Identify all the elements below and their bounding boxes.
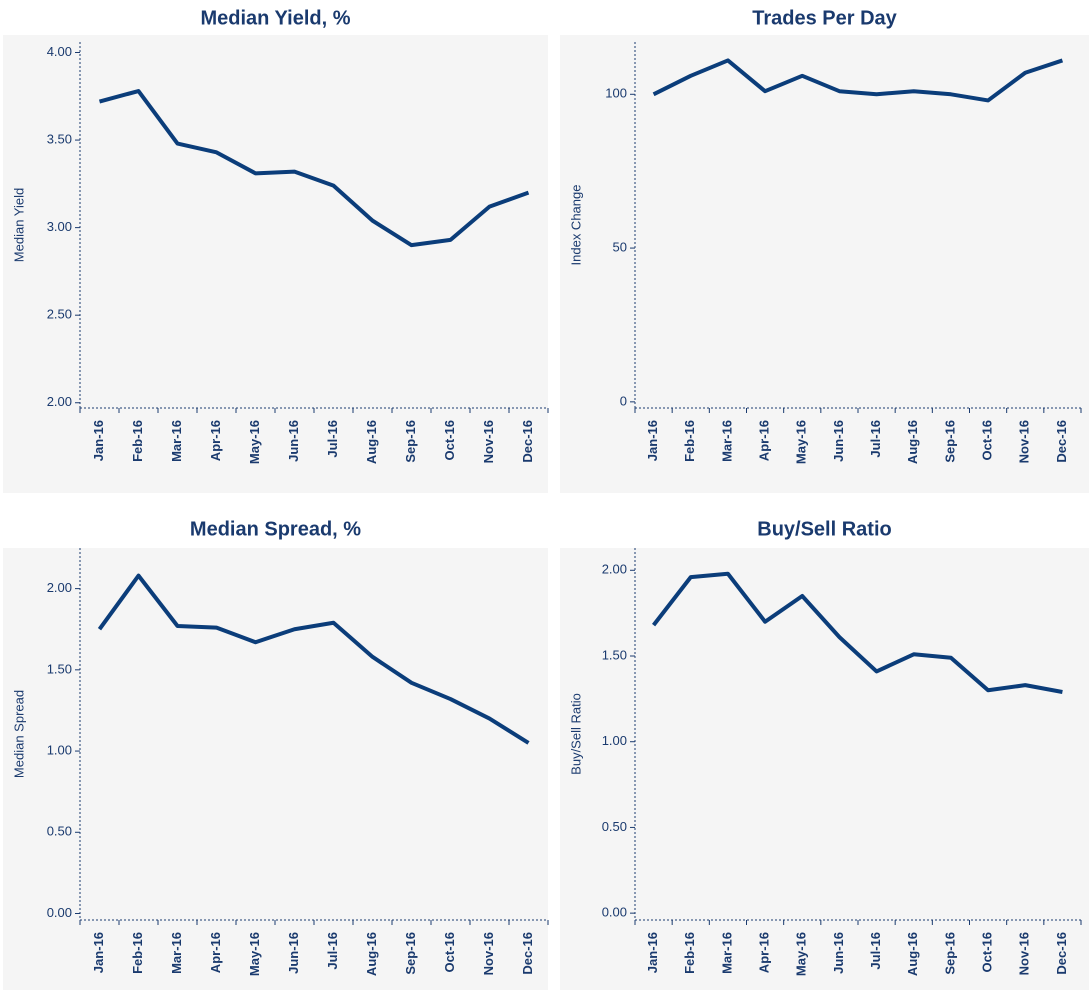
- y-tick-label: 0.50: [47, 824, 72, 839]
- y-tick-label: 1.50: [602, 647, 627, 662]
- x-tick-label: Apr-16: [208, 932, 223, 973]
- x-tick-label: Jan-16: [91, 420, 106, 461]
- y-tick-label: 0: [620, 393, 627, 408]
- chart-panel: Trades Per Day Index Change 0 50 100 Jan-16 Fe…: [560, 7, 1089, 493]
- x-tick-label: Oct-16: [980, 932, 995, 972]
- x-tick-label: Jun-16: [831, 420, 846, 462]
- x-tick-label: Apr-16: [208, 420, 223, 461]
- x-tick-label: Jul-16: [868, 932, 883, 970]
- chart-title: Median Spread, %: [190, 518, 361, 540]
- x-tick-label: Aug-16: [905, 420, 920, 464]
- x-tick-label: Aug-16: [364, 932, 379, 976]
- chart-panel: Median Yield, % Median Yield 2.00 2.50 3.00 3…: [3, 7, 549, 493]
- x-tick-label: Feb-16: [682, 420, 697, 462]
- y-tick-label: 2.00: [602, 562, 627, 577]
- x-tick-label: Mar-16: [169, 932, 184, 974]
- panel-background: [560, 35, 1089, 493]
- y-tick-label: 0.00: [47, 905, 72, 920]
- x-tick-label: Oct-16: [442, 932, 457, 972]
- x-tick-label: Nov-16: [481, 932, 496, 975]
- x-tick-label: Oct-16: [980, 420, 995, 460]
- y-axis-label: Buy/Sell Ratio: [568, 693, 583, 775]
- x-tick-label: Jan-16: [645, 420, 660, 461]
- chart-title: Trades Per Day: [752, 7, 897, 29]
- data-line: [97, 573, 530, 745]
- chart-title: Median Yield, %: [200, 7, 350, 29]
- x-tick-label: Dec-16: [520, 932, 535, 975]
- x-tick-label: Jan-16: [91, 932, 106, 973]
- chart-title: Buy/Sell Ratio: [757, 518, 891, 540]
- x-tick-label: Sep-16: [403, 932, 418, 975]
- x-tick-label: Feb-16: [130, 420, 145, 462]
- y-tick-label: 2.50: [47, 307, 72, 322]
- y-tick-label: 1.00: [602, 733, 627, 748]
- x-tick-label: Dec-16: [1054, 932, 1069, 975]
- x-tick-label: Feb-16: [130, 932, 145, 974]
- panel-background: [560, 548, 1089, 990]
- y-tick-label: 2.00: [47, 394, 72, 409]
- panel-background: [3, 35, 548, 493]
- data-line: [98, 89, 530, 248]
- chart-panel: Median Spread, % Median Spread 0.00 0.50 1.0…: [3, 518, 549, 990]
- y-axis-label: Median Yield: [11, 188, 26, 262]
- x-tick-label: Sep-16: [403, 420, 418, 463]
- x-tick-label: May-16: [794, 932, 809, 976]
- x-tick-label: Sep-16: [942, 420, 957, 463]
- y-tick-label: 0.00: [602, 905, 627, 920]
- x-tick-label: Jan-16: [645, 932, 660, 973]
- x-tick-label: Apr-16: [757, 420, 772, 461]
- x-tick-label: Mar-16: [719, 932, 734, 974]
- x-tick-label: Jun-16: [286, 420, 301, 462]
- data-line: [652, 571, 1063, 694]
- y-tick-label: 3.00: [47, 219, 72, 234]
- x-tick-label: Dec-16: [520, 420, 535, 463]
- x-tick-label: Apr-16: [757, 932, 772, 973]
- y-tick-label: 1.50: [47, 661, 72, 676]
- y-axis-label: Median Spread: [11, 690, 26, 778]
- x-tick-label: Aug-16: [364, 420, 379, 464]
- chart-panel: Buy/Sell Ratio Buy/Sell Ratio 0.00 0.50 1.00…: [560, 518, 1089, 990]
- panel-background: [3, 548, 548, 990]
- x-tick-label: May-16: [247, 932, 262, 976]
- x-tick-label: Jun-16: [286, 932, 301, 974]
- y-tick-label: 0.50: [602, 819, 627, 834]
- x-tick-label: Jul-16: [868, 420, 883, 458]
- x-tick-label: May-16: [794, 420, 809, 464]
- x-tick-label: Jun-16: [831, 932, 846, 974]
- x-tick-label: Mar-16: [169, 420, 184, 462]
- y-tick-label: 100: [605, 86, 627, 101]
- x-tick-label: Oct-16: [442, 420, 457, 460]
- x-tick-label: Dec-16: [1054, 420, 1069, 463]
- x-tick-label: Nov-16: [481, 420, 496, 463]
- x-tick-label: Mar-16: [719, 420, 734, 462]
- y-tick-label: 50: [613, 240, 627, 255]
- x-tick-label: Nov-16: [1017, 932, 1032, 975]
- data-line: [652, 58, 1064, 103]
- x-tick-label: Sep-16: [942, 932, 957, 975]
- y-tick-label: 1.00: [47, 742, 72, 757]
- x-tick-label: Aug-16: [905, 932, 920, 976]
- y-tick-label: 2.00: [47, 580, 72, 595]
- x-tick-label: May-16: [247, 420, 262, 464]
- y-tick-label: 3.50: [47, 132, 72, 147]
- y-axis-label: Index Change: [568, 185, 583, 266]
- y-tick-label: 4.00: [47, 44, 72, 59]
- x-tick-label: Jul-16: [325, 932, 340, 970]
- x-tick-label: Nov-16: [1017, 420, 1032, 463]
- x-tick-label: Jul-16: [325, 420, 340, 458]
- x-tick-label: Feb-16: [682, 932, 697, 974]
